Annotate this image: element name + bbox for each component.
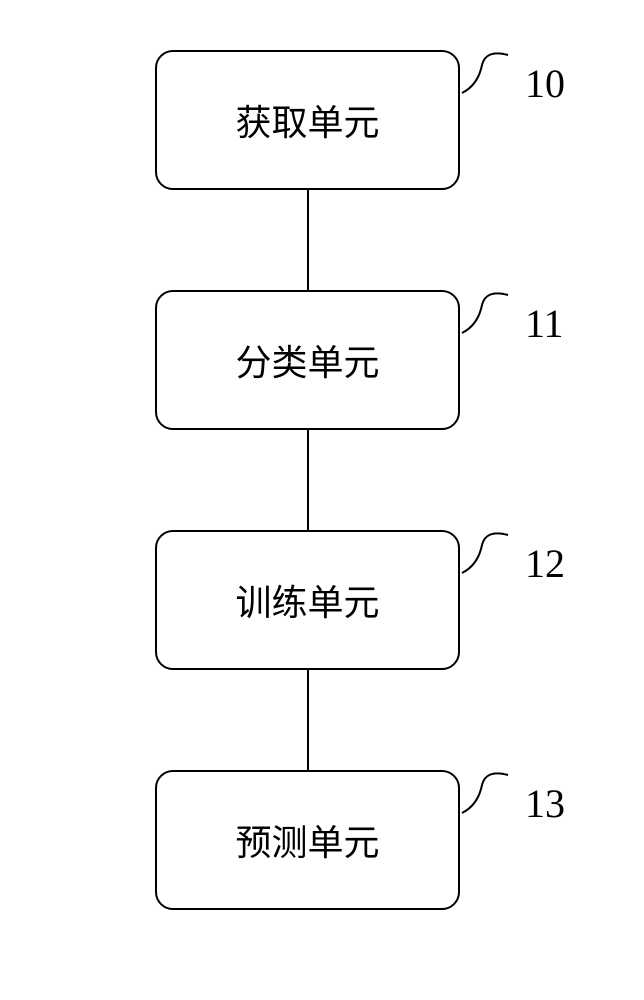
ref-label-11: 11 — [525, 300, 564, 347]
connector-1-2 — [307, 190, 309, 290]
node-classify-label: 分类单元 — [235, 334, 379, 386]
node-classify: 分类单元 — [155, 290, 460, 430]
node-acquire: 获取单元 — [155, 50, 460, 190]
ref-label-12: 12 — [525, 540, 565, 587]
node-predict: 预测单元 — [155, 770, 460, 910]
connector-3-4 — [307, 670, 309, 770]
node-train: 训练单元 — [155, 530, 460, 670]
callout-12 — [460, 525, 520, 575]
connector-2-3 — [307, 430, 309, 530]
callout-11 — [460, 285, 520, 335]
callout-10 — [460, 45, 520, 95]
ref-label-13: 13 — [525, 780, 565, 827]
callout-13 — [460, 765, 520, 815]
node-predict-label: 预测单元 — [235, 814, 379, 866]
node-acquire-label: 获取单元 — [235, 94, 379, 146]
ref-label-10: 10 — [525, 60, 565, 107]
node-train-label: 训练单元 — [235, 574, 379, 626]
